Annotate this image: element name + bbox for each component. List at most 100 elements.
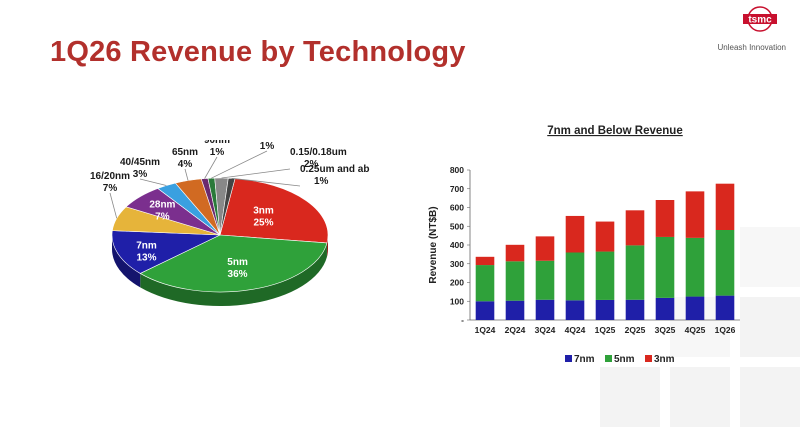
bar-7nm-1Q24 bbox=[475, 301, 495, 320]
pie-value-90nm: 1% bbox=[210, 147, 225, 158]
bar-5nm-3Q25 bbox=[655, 236, 675, 298]
pie-slice-5nm bbox=[139, 234, 328, 293]
bar-5nm-1Q26 bbox=[715, 230, 735, 296]
pie-slice-7nm bbox=[111, 230, 221, 274]
bar-bars bbox=[475, 183, 735, 320]
bar-5nm-3Q24 bbox=[535, 260, 555, 300]
bar-7nm-3Q24 bbox=[535, 299, 555, 320]
pie-label-0.15/0.18um: 0.15/0.18um bbox=[290, 147, 347, 158]
bar-y-tick: - bbox=[461, 315, 464, 325]
pie-value-0.15/0.18um: 2% bbox=[304, 159, 319, 170]
bar-chart-title: 7nm and Below Revenue bbox=[547, 125, 682, 137]
bar-5nm-1Q24 bbox=[475, 265, 495, 302]
pie-value-40/45nm: 3% bbox=[133, 169, 148, 180]
pie-leader-16/20nm bbox=[109, 192, 118, 219]
bar-5nm-4Q25 bbox=[685, 237, 705, 297]
bar-x-tick: 1Q24 bbox=[475, 325, 496, 335]
bar-y-tick: 600 bbox=[450, 203, 464, 213]
legend-swatch-5nm bbox=[605, 355, 612, 362]
pie-labels: 3nm25%5nm36%7nm13%16/20nm7%28nm7%40/45nm… bbox=[90, 140, 370, 280]
bar-x-labels: 1Q24 2Q24 3Q24 4Q24 1Q25 2Q25 3Q25 4Q25 1Q26 bbox=[475, 325, 736, 335]
bar-y-tick: 100 bbox=[450, 296, 464, 306]
pie-side-5nm bbox=[140, 242, 327, 306]
pie-slice-3nm bbox=[219, 178, 329, 244]
pie-leader-65nm bbox=[184, 168, 189, 181]
tagline: Unleash Innovation bbox=[717, 43, 787, 52]
bar-y-axis-label: Revenue (NT$B) bbox=[428, 206, 439, 283]
pie-leader-lines bbox=[109, 150, 301, 219]
pie-value-16/20nm: 7% bbox=[103, 183, 118, 194]
bar-3nm-4Q25 bbox=[685, 191, 705, 238]
bar-5nm-2Q25 bbox=[625, 245, 645, 300]
bar-7nm-2Q25 bbox=[625, 299, 645, 320]
pie-chart: 3nm25%5nm36%7nm13%16/20nm7%28nm7%40/45nm… bbox=[90, 140, 370, 306]
bar-legend: 7nm 5nm 3nm bbox=[565, 354, 675, 365]
bar-7nm-2Q24 bbox=[505, 300, 525, 320]
bar-7nm-1Q26 bbox=[715, 295, 735, 320]
bar-y-tick: 700 bbox=[450, 184, 464, 194]
bar-7nm-1Q25 bbox=[595, 299, 615, 320]
bar-x-tick: 2Q25 bbox=[625, 325, 646, 335]
bar-3nm-1Q25 bbox=[595, 221, 615, 252]
pie-leader-90nm bbox=[204, 156, 218, 179]
legend-label-7nm: 7nm bbox=[574, 354, 595, 365]
bar-x-tick: 2Q24 bbox=[505, 325, 526, 335]
bar-chart: 7nm and Below Revenue Revenue (NT$B) - 100… bbox=[428, 125, 740, 365]
pie-leader-0.15/0.18um bbox=[221, 168, 291, 179]
bar-3nm-3Q24 bbox=[535, 236, 555, 261]
logo-mark-icon: tsmc bbox=[743, 6, 777, 32]
bar-x-tick: 1Q25 bbox=[595, 325, 616, 335]
bar-7nm-4Q24 bbox=[565, 300, 585, 320]
pie-label-28nm: 28nm bbox=[149, 199, 175, 210]
pie-label-65nm: 65nm bbox=[172, 147, 198, 158]
bar-x-tick: 4Q25 bbox=[685, 325, 706, 335]
pie-value-0.11/0.13um: 1% bbox=[260, 141, 275, 152]
bar-y-tick: 200 bbox=[450, 278, 464, 288]
bar-x-tick: 1Q26 bbox=[715, 325, 736, 335]
pie-value-0.25um and above: 1% bbox=[314, 176, 329, 187]
bar-x-tick: 3Q24 bbox=[535, 325, 556, 335]
bar-5nm-1Q25 bbox=[595, 251, 615, 300]
bar-3nm-1Q26 bbox=[715, 183, 735, 230]
pie-value-3nm: 25% bbox=[253, 218, 273, 229]
pie-label-5nm: 5nm bbox=[227, 257, 248, 268]
pie-label-40/45nm: 40/45nm bbox=[120, 157, 160, 168]
bar-3nm-4Q24 bbox=[565, 215, 585, 253]
pie-value-65nm: 4% bbox=[178, 159, 193, 170]
background-tiles bbox=[470, 227, 800, 427]
pie-label-0.25um and above: 0.25um and above bbox=[300, 164, 370, 175]
bar-y-tick: 400 bbox=[450, 240, 464, 250]
bar-5nm-2Q24 bbox=[505, 261, 525, 301]
bar-3nm-2Q25 bbox=[625, 210, 645, 246]
legend-label-5nm: 5nm bbox=[614, 354, 635, 365]
bar-5nm-4Q24 bbox=[565, 252, 585, 301]
pie-slices bbox=[111, 177, 329, 293]
bar-7nm-4Q25 bbox=[685, 296, 705, 320]
page-title: 1Q26 Revenue by Technology bbox=[50, 36, 466, 68]
pie-label-90nm: 90nm bbox=[204, 140, 230, 146]
bar-y-tick: 300 bbox=[450, 259, 464, 269]
pie-leader-0.11/0.13um bbox=[211, 150, 268, 179]
logo-text: tsmc bbox=[748, 15, 772, 26]
bar-3nm-1Q24 bbox=[475, 256, 495, 266]
legend-label-3nm: 3nm bbox=[654, 354, 675, 365]
bar-3nm-3Q25 bbox=[655, 200, 675, 237]
bar-y-tick: 500 bbox=[450, 221, 464, 231]
pie-label-3nm: 3nm bbox=[253, 206, 274, 217]
pie-leader-40/45nm bbox=[139, 178, 167, 186]
pie-side-7nm bbox=[112, 235, 141, 288]
pie-value-7nm: 13% bbox=[136, 252, 156, 263]
bar-3nm-2Q24 bbox=[505, 244, 525, 262]
pie-label-16/20nm: 16/20nm bbox=[90, 171, 130, 182]
pie-value-5nm: 36% bbox=[228, 269, 248, 280]
pie-label-7nm: 7nm bbox=[136, 240, 157, 251]
bar-x-tick: 3Q25 bbox=[655, 325, 676, 335]
pie-value-28nm: 7% bbox=[155, 211, 170, 222]
legend-swatch-7nm bbox=[565, 355, 572, 362]
legend-swatch-3nm bbox=[645, 355, 652, 362]
pie-leader-0.25um and above bbox=[231, 177, 301, 187]
bar-y-tick: 800 bbox=[450, 165, 464, 175]
bar-x-tick: 4Q24 bbox=[565, 325, 586, 335]
tsmc-logo: tsmc Unleash Innovation bbox=[702, 6, 792, 56]
bar-7nm-3Q25 bbox=[655, 297, 675, 320]
